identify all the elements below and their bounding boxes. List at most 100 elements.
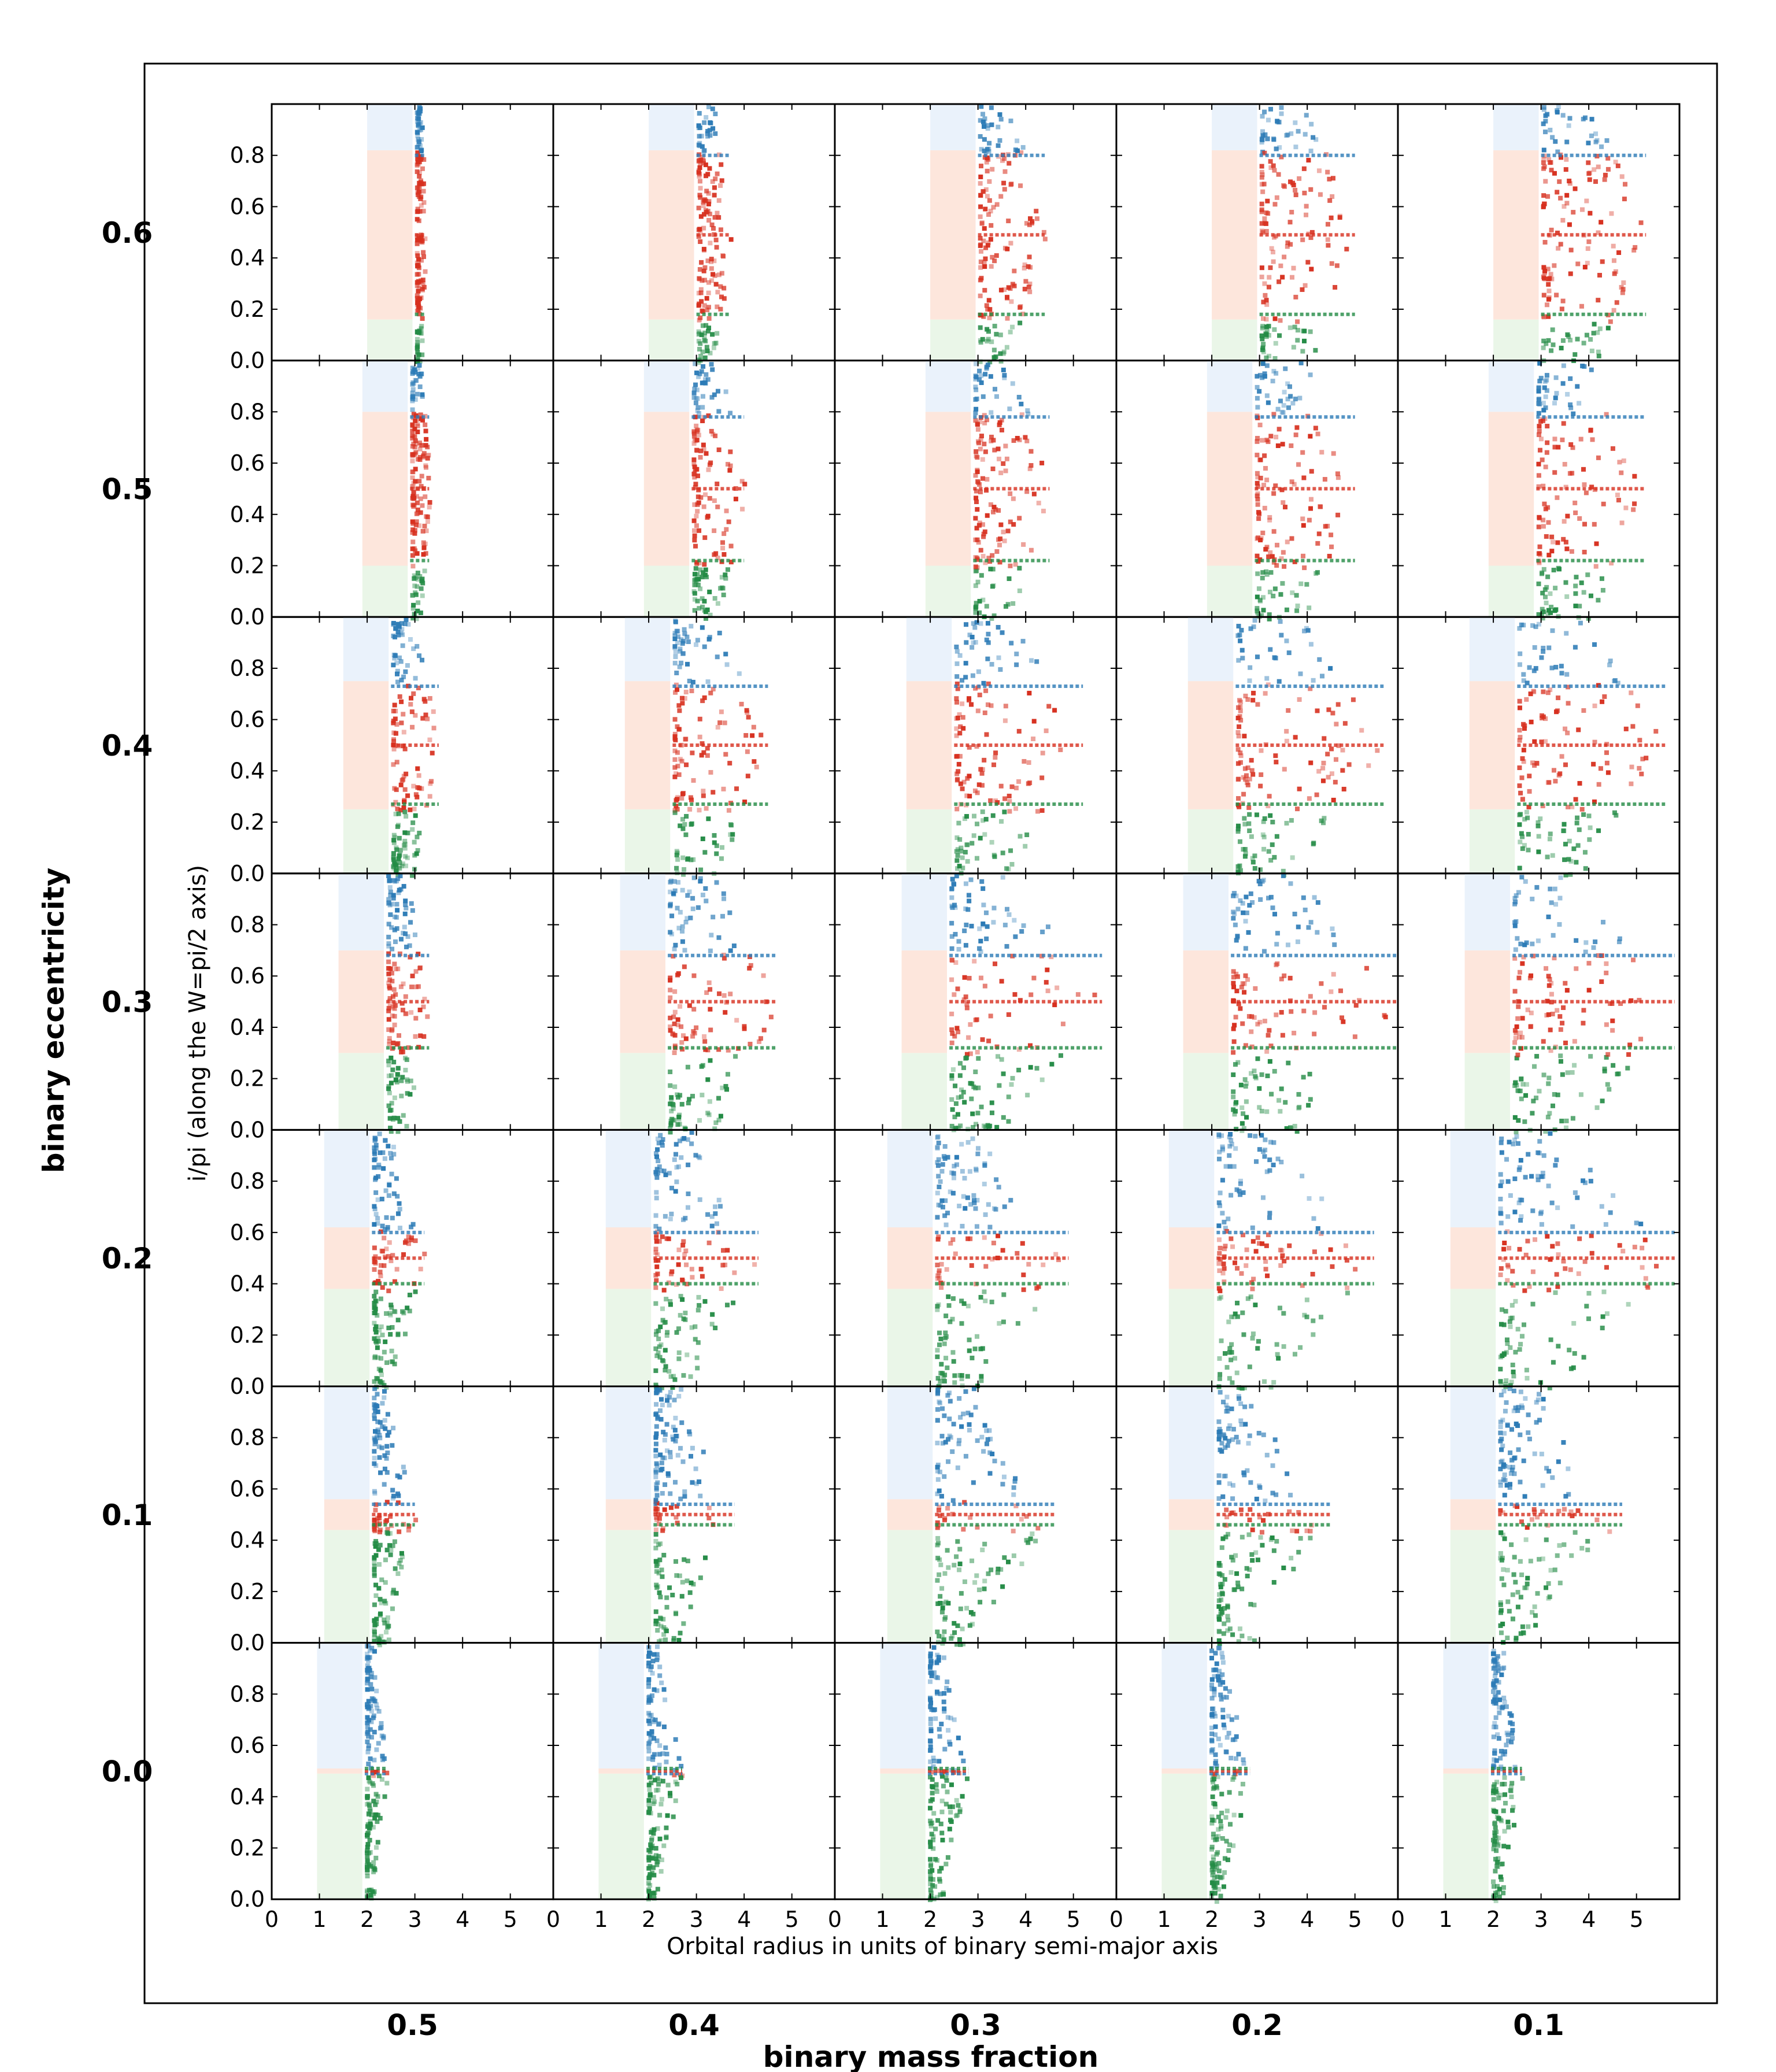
data-pixel	[982, 137, 987, 142]
data-pixel	[1006, 1012, 1011, 1017]
data-pixel	[979, 1378, 984, 1383]
data-pixel	[394, 863, 399, 868]
data-pixel	[672, 636, 678, 641]
data-pixel	[1533, 666, 1538, 671]
data-pixel	[1564, 631, 1569, 636]
data-pixel	[957, 837, 963, 842]
data-pixel	[714, 880, 719, 885]
data-pixel	[1607, 1087, 1612, 1092]
data-pixel	[1548, 1131, 1553, 1136]
data-pixel	[968, 877, 974, 882]
data-pixel	[713, 282, 719, 287]
data-pixel	[1235, 1314, 1240, 1319]
data-pixel	[1274, 834, 1279, 839]
region-bottom	[1469, 809, 1515, 874]
data-pixel	[1256, 879, 1261, 884]
data-pixel	[1572, 645, 1578, 650]
data-pixel	[955, 686, 960, 691]
data-pixel	[1234, 938, 1239, 943]
data-pixel	[1279, 111, 1284, 116]
data-pixel	[973, 418, 978, 423]
data-pixel	[743, 733, 749, 738]
data-pixel	[1282, 973, 1287, 978]
data-pixel	[713, 238, 719, 243]
data-pixel	[706, 305, 711, 310]
data-pixel	[1257, 457, 1263, 462]
data-pixel	[698, 354, 703, 359]
data-pixel	[980, 1037, 985, 1042]
data-pixel	[709, 266, 714, 271]
data-pixel	[386, 1017, 391, 1022]
data-pixel	[1592, 521, 1597, 527]
data-pixel	[982, 260, 987, 265]
data-pixel	[390, 1325, 395, 1330]
data-pixel	[998, 194, 1004, 199]
data-pixel	[985, 155, 990, 160]
data-pixel	[1564, 1118, 1569, 1123]
data-pixel	[1220, 1271, 1226, 1276]
data-pixel	[1260, 1195, 1266, 1200]
data-pixel	[1541, 265, 1546, 270]
data-pixel	[1307, 1196, 1312, 1201]
data-pixel	[1596, 828, 1601, 833]
data-pixel	[1309, 267, 1314, 272]
data-pixel	[401, 674, 406, 679]
data-pixel	[1258, 475, 1263, 480]
data-pixel	[687, 889, 692, 894]
data-pixel	[698, 495, 704, 500]
data-pixel	[1275, 931, 1280, 936]
data-pixel	[1635, 703, 1640, 708]
data-pixel	[697, 140, 702, 146]
data-pixel	[949, 1076, 954, 1081]
data-pixel	[1305, 260, 1311, 265]
data-pixel	[1235, 1266, 1240, 1271]
panel	[1397, 616, 1681, 878]
data-pixel	[1549, 900, 1554, 905]
data-pixel	[1306, 158, 1311, 163]
data-pixel	[1329, 215, 1334, 220]
data-pixel	[1237, 863, 1242, 868]
data-pixel	[398, 984, 404, 989]
data-pixel	[1514, 1130, 1519, 1135]
panel	[1115, 360, 1399, 621]
data-pixel	[989, 122, 994, 127]
data-pixel	[1304, 204, 1309, 209]
data-pixel	[386, 1059, 391, 1064]
data-pixel	[697, 276, 702, 281]
y-tick-label: 0.4	[230, 758, 265, 783]
data-pixel	[1252, 866, 1257, 871]
data-pixel	[1233, 1356, 1238, 1361]
data-pixel	[673, 650, 678, 655]
data-pixel	[1353, 1267, 1358, 1272]
data-pixel	[415, 293, 420, 298]
data-pixel	[1247, 902, 1252, 908]
data-pixel	[975, 1198, 980, 1203]
data-pixel	[1531, 1098, 1536, 1104]
data-pixel	[1276, 279, 1282, 284]
data-pixel	[1547, 1111, 1552, 1116]
data-pixel	[1255, 594, 1260, 600]
data-pixel	[726, 808, 731, 813]
region-bottom	[343, 809, 389, 874]
data-pixel	[974, 856, 979, 861]
data-pixel	[418, 120, 423, 125]
data-pixel	[1308, 434, 1313, 439]
data-pixel	[416, 286, 421, 291]
data-pixel	[1308, 686, 1313, 691]
data-pixel	[702, 1299, 708, 1304]
data-pixel	[1564, 1125, 1569, 1130]
data-pixel	[397, 1207, 402, 1212]
data-pixel	[1264, 569, 1269, 574]
data-pixel	[1231, 1164, 1237, 1169]
data-pixel	[417, 574, 423, 579]
data-pixel	[1564, 672, 1570, 677]
data-pixel	[1545, 854, 1550, 860]
data-pixel	[1272, 202, 1278, 207]
data-pixel	[1022, 262, 1027, 268]
data-pixel	[1216, 1132, 1222, 1137]
data-pixel	[1550, 1011, 1555, 1016]
data-pixel	[1523, 1175, 1528, 1180]
data-pixel	[1631, 957, 1636, 963]
data-pixel	[1570, 445, 1575, 450]
data-pixel	[406, 683, 411, 689]
